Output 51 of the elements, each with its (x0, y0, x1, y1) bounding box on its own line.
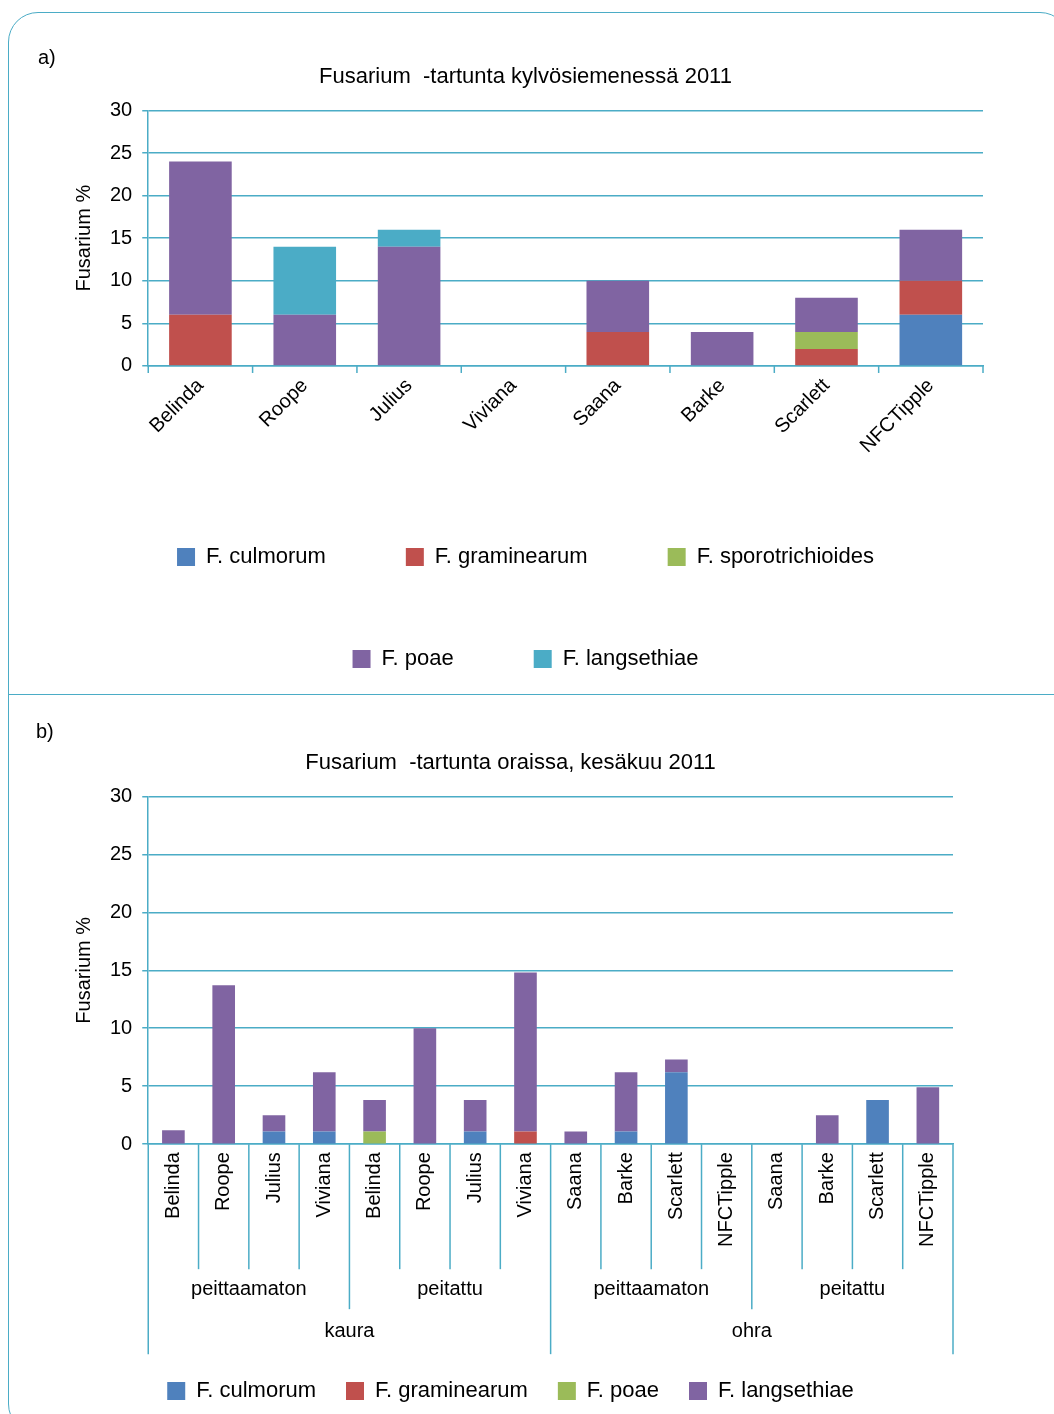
y-tick-label: 10 (110, 268, 133, 291)
x-tick-label: Saana (563, 1151, 586, 1211)
y-tick-label: 15 (110, 225, 133, 248)
y-tick-label: 10 (110, 1015, 133, 1038)
text: b) (36, 720, 54, 743)
legend-label: F. langsethiae (718, 1377, 854, 1403)
y-tick-label: 25 (110, 140, 133, 163)
x-tick-label: Belinda (362, 1151, 385, 1219)
legend-label: F. poae (381, 645, 454, 671)
y-tick-label: 0 (121, 1131, 133, 1154)
x-tick-label: Viviana (512, 1151, 535, 1218)
text: ohra (731, 1318, 773, 1341)
text: peitattu (417, 1276, 483, 1299)
y-tick-label: 15 (110, 957, 133, 980)
x-tick-label: Scarlett (865, 1151, 888, 1220)
y-axis-title: Fusarium % (71, 184, 94, 292)
x-tick-label: Saana (764, 1151, 787, 1211)
text: peittaamaton (593, 1276, 710, 1299)
x-tick-label: Julius (261, 1152, 284, 1204)
x-tick-label: Julius (462, 1152, 485, 1204)
x-tick-label: Scarlett (663, 1151, 686, 1220)
chart-title: Fusarium -tartunta kylvösiemenessä 2011 (319, 63, 732, 89)
legend-label: F. graminearum (375, 1377, 528, 1403)
legend-label: F. langsethiae (562, 645, 699, 671)
text: peittaamaton (191, 1276, 307, 1299)
x-tick-label: Belinda (160, 1151, 183, 1219)
y-tick-label: 30 (110, 783, 133, 806)
x-tick-label: NFCTipple (714, 1152, 737, 1248)
text: kaura (324, 1318, 376, 1341)
chart-title: Fusarium -tartunta oraissa, kesäkuu 2011 (305, 749, 716, 775)
text: a) (38, 46, 56, 69)
x-tick-label: NFCTipple (915, 1152, 938, 1248)
x-tick-label: Barke (613, 1152, 636, 1205)
x-tick-label: Roope (412, 1152, 435, 1212)
y-tick-label: 0 (121, 353, 133, 376)
legend-label: F. culmorum (206, 543, 326, 569)
legend-label: F. sporotrichioides (696, 543, 874, 569)
x-tick-label: Roope (211, 1152, 234, 1212)
y-tick-label: 20 (110, 899, 133, 922)
y-tick-label: 5 (121, 310, 133, 333)
text: peitattu (819, 1276, 886, 1299)
y-tick-label: 20 (110, 183, 133, 206)
legend-label: F. graminearum (434, 543, 588, 569)
x-tick-label: Viviana (311, 1151, 334, 1218)
y-tick-label: 30 (110, 97, 133, 120)
y-axis-title: Fusarium % (71, 916, 94, 1024)
y-tick-label: 5 (121, 1073, 133, 1096)
x-tick-label: Barke (814, 1152, 837, 1205)
y-tick-label: 25 (110, 841, 133, 864)
legend-label: F. poae (586, 1377, 660, 1403)
legend-label: F. culmorum (196, 1377, 317, 1403)
